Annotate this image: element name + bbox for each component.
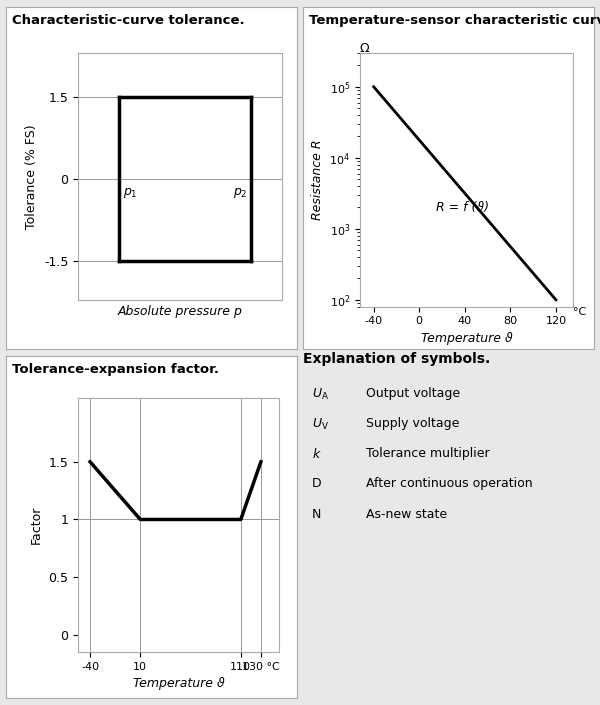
Y-axis label: Resistance R: Resistance R <box>311 140 324 220</box>
Text: Output voltage: Output voltage <box>367 386 460 400</box>
Text: °C: °C <box>573 307 586 317</box>
Text: Tolerance multiplier: Tolerance multiplier <box>367 447 490 460</box>
Y-axis label: Factor: Factor <box>30 506 43 544</box>
Text: As-new state: As-new state <box>367 508 448 520</box>
Text: After continuous operation: After continuous operation <box>367 477 533 491</box>
Text: $U_\mathrm{A}$: $U_\mathrm{A}$ <box>311 386 329 402</box>
X-axis label: Absolute pressure p: Absolute pressure p <box>118 305 242 318</box>
Text: $U_\mathrm{V}$: $U_\mathrm{V}$ <box>311 417 329 432</box>
Text: Tolerance-expansion factor.: Tolerance-expansion factor. <box>12 363 219 376</box>
Text: Supply voltage: Supply voltage <box>367 417 460 430</box>
Text: D: D <box>311 477 321 491</box>
Text: Characteristic-curve tolerance.: Characteristic-curve tolerance. <box>12 14 245 27</box>
Text: N: N <box>311 508 321 520</box>
Text: $p_2$: $p_2$ <box>233 185 247 200</box>
X-axis label: Temperature ϑ: Temperature ϑ <box>421 332 512 345</box>
Text: R = f (ϑ): R = f (ϑ) <box>436 201 490 214</box>
Text: $k$: $k$ <box>311 447 321 461</box>
Text: Temperature-sensor characteristic curve.: Temperature-sensor characteristic curve. <box>309 14 600 27</box>
Text: Explanation of symbols.: Explanation of symbols. <box>303 352 490 367</box>
Text: $p_1$: $p_1$ <box>123 185 137 200</box>
X-axis label: Temperature ϑ: Temperature ϑ <box>133 678 224 690</box>
Y-axis label: Tolerance (% FS): Tolerance (% FS) <box>25 124 38 228</box>
Text: Ω: Ω <box>360 42 370 55</box>
